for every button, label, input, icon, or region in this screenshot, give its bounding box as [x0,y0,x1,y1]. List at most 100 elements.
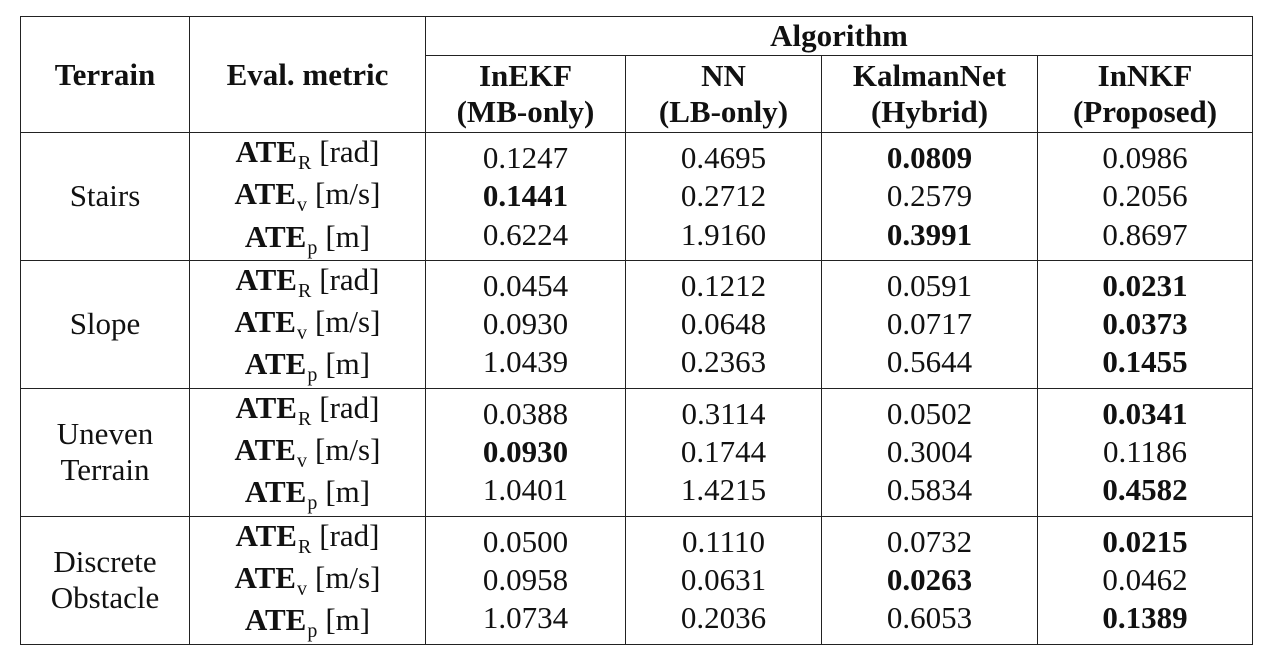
col-tag: (LB-only) [658,94,789,129]
metric-label: ATEp [m] [190,601,425,643]
table-row: Stairs ATER [rad] ATEv [m/s] ATEp [m] 0.1247 0.1… [20,132,1254,261]
terrain-cell: Slope [20,259,190,389]
metric-subscript: p [307,364,318,387]
metric-subscript: R [297,407,312,430]
table-value: 0.6224 [482,216,569,252]
metric-unit: [rad] [319,517,380,553]
table-value: 0.0454 [482,267,569,303]
metric-label: ATEp [m] [190,345,425,387]
metric-cell: ATER [rad] ATEv [m/s] ATEp [m] [189,132,426,261]
metric-unit: [rad] [319,134,380,169]
metric-label: ATEv [m/s] [190,175,425,217]
metric-label: ATER [rad] [190,389,425,431]
value-cell: 0.4695 0.2712 1.9160 [625,132,822,261]
table-value: 0.0631 [680,561,767,597]
table-value: 0.4582 [1102,472,1188,508]
table-value: 0.3991 [886,216,973,252]
table-value: 0.0930 [482,306,569,342]
terrain-cell: Discrete Obstacle [20,515,190,645]
table-value: 0.1744 [680,434,767,470]
col-name: InEKF [478,58,573,93]
header-col-nn: NN (LB-only) [625,55,822,133]
table-row: Uneven Terrain ATER [rad] ATEv [m/s] ATEp [m] 0.… [20,387,1254,517]
table-value: 0.0717 [886,306,973,342]
table-value: 1.4215 [680,472,767,508]
metric-unit: [m] [325,346,371,382]
table-value: 0.3004 [886,434,973,470]
table-value: 0.0500 [482,523,569,559]
table-value: 1.9160 [680,216,767,252]
metric-label: ATER [rad] [190,133,425,175]
table-value: 0.5834 [886,472,973,508]
col-name: NN [701,58,746,93]
metric-base: ATE [234,432,296,468]
terrain-cell: Stairs [20,132,190,261]
table-value: 0.0502 [886,395,973,431]
table-value: 0.0231 [1102,267,1188,303]
header-algorithm: Algorithm [424,16,1254,56]
table-value: 0.0591 [886,267,973,303]
table-value: 0.0388 [482,395,569,431]
metric-unit: [m/s] [315,432,381,468]
metric-unit: [m/s] [315,176,381,212]
metric-unit: [rad] [319,389,380,425]
value-cell: 0.0341 0.1186 0.4582 [1036,387,1254,517]
value-cell: 0.0809 0.2579 0.3991 [821,132,1038,261]
metric-subscript: p [307,492,318,515]
metric-subscript: R [297,152,312,174]
metric-label: ATEv [m/s] [190,559,425,601]
table-row: Discrete Obstacle ATER [rad] ATEv [m/s] ATEp [m… [20,515,1254,645]
table-value: 0.0958 [482,561,569,597]
value-cell: 0.1212 0.0648 0.2363 [625,259,822,389]
table-value: 0.6053 [886,600,973,636]
metric-subscript: v [297,450,307,473]
header-col-kalmannet: KalmanNet (Hybrid) [821,55,1038,133]
metric-unit: [m/s] [315,559,381,595]
metric-label: ATEv [m/s] [190,431,425,473]
table-value: 0.5644 [886,344,973,380]
header-col-innkf: InNKF (Proposed) [1036,55,1254,133]
table-value: 0.1389 [1102,600,1188,636]
metric-unit: [m] [325,474,371,510]
table-value: 0.0341 [1102,395,1188,431]
metric-label: ATER [rad] [190,517,425,559]
table-value: 0.2056 [1102,178,1188,214]
value-cell: 0.0454 0.0930 1.0439 [425,259,626,389]
metric-base: ATE [234,559,296,595]
table-value: 0.8697 [1102,216,1188,252]
table-value: 0.0732 [886,523,973,559]
table-value: 0.3114 [681,395,766,431]
metric-cell: ATER [rad] ATEv [m/s] ATEp [m] [189,259,426,389]
metric-base: ATE [235,134,297,169]
metric-label: ATEv [m/s] [190,303,425,345]
metric-label: ATEp [m] [190,473,425,515]
col-tag: (MB-only) [456,94,595,129]
table-body: Stairs ATER [rad] ATEv [m/s] ATEp [m] 0.1247 0.1… [20,132,1254,645]
value-cell: 0.0388 0.0930 1.0401 [425,387,626,517]
header-eval-metric: Eval. metric [189,16,426,133]
metric-unit: [m] [325,602,371,638]
metric-subscript: p [307,620,318,643]
metric-base: ATE [234,176,296,212]
metric-subscript: p [307,236,318,259]
value-cell: 0.0986 0.2056 0.8697 [1036,132,1254,261]
col-name: InNKF [1097,58,1193,93]
table-value: 0.2712 [680,178,767,214]
metric-base: ATE [235,517,297,553]
col-name: KalmanNet [852,58,1007,93]
table-value: 0.0215 [1102,523,1188,559]
results-table: Terrain Eval. metric Algorithm InEKF (MB… [20,16,1254,645]
metric-subscript: v [297,194,307,217]
table-value: 0.1455 [1102,344,1188,380]
value-cell: 0.0732 0.0263 0.6053 [821,515,1038,645]
header-terrain: Terrain [20,16,190,133]
table-value: 0.1110 [682,523,765,559]
header-col-inekf: InEKF (MB-only) [425,55,626,133]
table-value: 1.0401 [482,472,569,508]
table-row: Slope ATER [rad] ATEv [m/s] ATEp [m] 0.0454 0.09… [20,259,1254,389]
metric-base: ATE [244,602,307,638]
table-value: 1.0439 [482,344,569,380]
table-value: 0.2036 [680,600,767,636]
metric-unit: [m] [325,218,371,254]
metric-subscript: R [297,535,312,558]
